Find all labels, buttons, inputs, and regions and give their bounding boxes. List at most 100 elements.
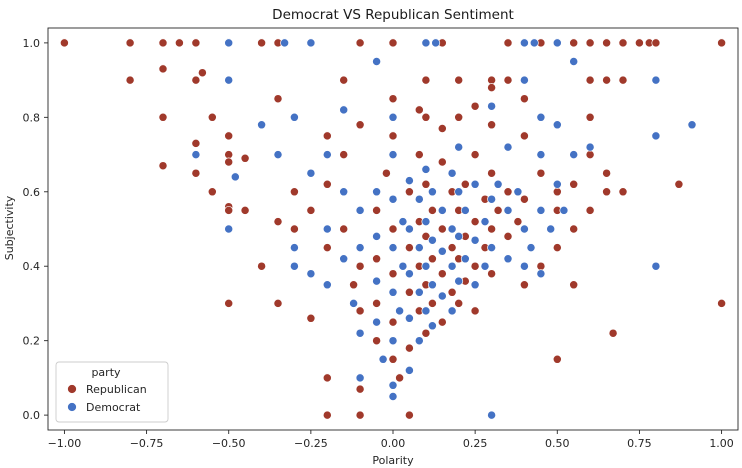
data-point: [306, 168, 316, 178]
data-point: [427, 205, 437, 215]
data-point: [355, 243, 365, 253]
data-point: [388, 392, 398, 401]
data-point: [447, 287, 457, 297]
chart-title: Democrat VS Republican Sentiment: [272, 7, 514, 23]
data-point: [470, 101, 480, 111]
data-point: [322, 410, 332, 420]
data-point: [687, 120, 697, 130]
data-point: [339, 254, 349, 264]
y-tick-label: 0.8: [23, 111, 41, 124]
data-point: [414, 287, 424, 297]
data-point: [322, 373, 332, 383]
data-point: [158, 161, 168, 171]
data-point: [421, 179, 431, 189]
data-point: [355, 205, 365, 215]
data-point: [618, 75, 628, 85]
data-point: [322, 243, 332, 253]
data-point: [431, 38, 441, 48]
data-point: [470, 261, 480, 271]
data-point: [552, 354, 562, 364]
data-point: [395, 306, 405, 316]
data-point: [437, 291, 447, 301]
data-point: [437, 246, 447, 256]
data-point: [536, 112, 546, 122]
data-point: [519, 94, 529, 104]
series-democrat: [191, 38, 697, 420]
data-point: [651, 261, 661, 271]
y-axis-label: Subjectivity: [3, 195, 16, 260]
data-point: [487, 194, 497, 204]
data-point: [536, 261, 546, 271]
data-point: [421, 261, 431, 271]
data-point: [224, 131, 234, 141]
data-point: [460, 205, 470, 215]
data-point: [618, 38, 628, 48]
data-point: [158, 64, 168, 74]
data-point: [388, 269, 398, 279]
data-point: [470, 235, 480, 245]
data-point: [421, 231, 431, 241]
data-point: [355, 384, 365, 394]
data-point: [414, 243, 424, 253]
data-point: [536, 150, 546, 160]
data-point: [651, 38, 661, 48]
data-point: [427, 280, 437, 290]
x-tick-label: −0.50: [212, 437, 246, 450]
data-point: [447, 261, 457, 271]
data-point: [437, 317, 447, 327]
data-point: [437, 224, 447, 234]
data-point: [207, 112, 217, 122]
data-point: [470, 306, 480, 316]
data-point: [388, 224, 398, 234]
data-point: [224, 224, 234, 234]
data-point: [503, 231, 513, 241]
y-tick-label: 0.4: [23, 260, 41, 273]
data-point: [224, 75, 234, 85]
data-point: [585, 38, 595, 48]
data-point: [470, 179, 480, 189]
legend: party Republican Democrat: [55, 361, 169, 423]
data-point: [585, 205, 595, 215]
data-point: [454, 276, 464, 286]
data-point: [289, 187, 299, 197]
data-point: [306, 269, 316, 279]
data-point: [372, 231, 382, 241]
data-point: [224, 205, 234, 215]
data-point: [421, 328, 431, 338]
data-point: [487, 243, 497, 253]
data-point: [487, 224, 497, 234]
data-point: [585, 75, 595, 85]
data-point: [414, 105, 424, 115]
data-point: [289, 112, 299, 122]
data-point: [273, 298, 283, 308]
data-point: [355, 120, 365, 130]
data-point: [427, 321, 437, 331]
data-point: [585, 142, 595, 152]
data-point: [470, 217, 480, 227]
data-point: [322, 280, 332, 290]
data-point: [552, 179, 562, 189]
data-point: [569, 57, 579, 66]
data-point: [289, 261, 299, 271]
data-point: [437, 157, 447, 167]
data-point: [536, 269, 546, 279]
data-point: [59, 38, 69, 48]
data-point: [388, 243, 398, 253]
data-point: [519, 194, 529, 204]
data-point: [349, 280, 359, 290]
x-tick-label: −0.75: [130, 437, 164, 450]
data-point: [421, 112, 431, 122]
data-point: [427, 187, 437, 197]
legend-marker: [67, 384, 77, 394]
data-point: [552, 38, 562, 48]
data-point: [552, 187, 562, 197]
data-point: [388, 94, 398, 104]
data-point: [447, 168, 457, 178]
data-point: [421, 217, 431, 227]
data-point: [503, 142, 513, 152]
data-point: [289, 224, 299, 234]
data-point: [454, 231, 464, 241]
data-point: [388, 336, 398, 346]
data-point: [519, 224, 529, 234]
series-republican: [59, 38, 727, 420]
